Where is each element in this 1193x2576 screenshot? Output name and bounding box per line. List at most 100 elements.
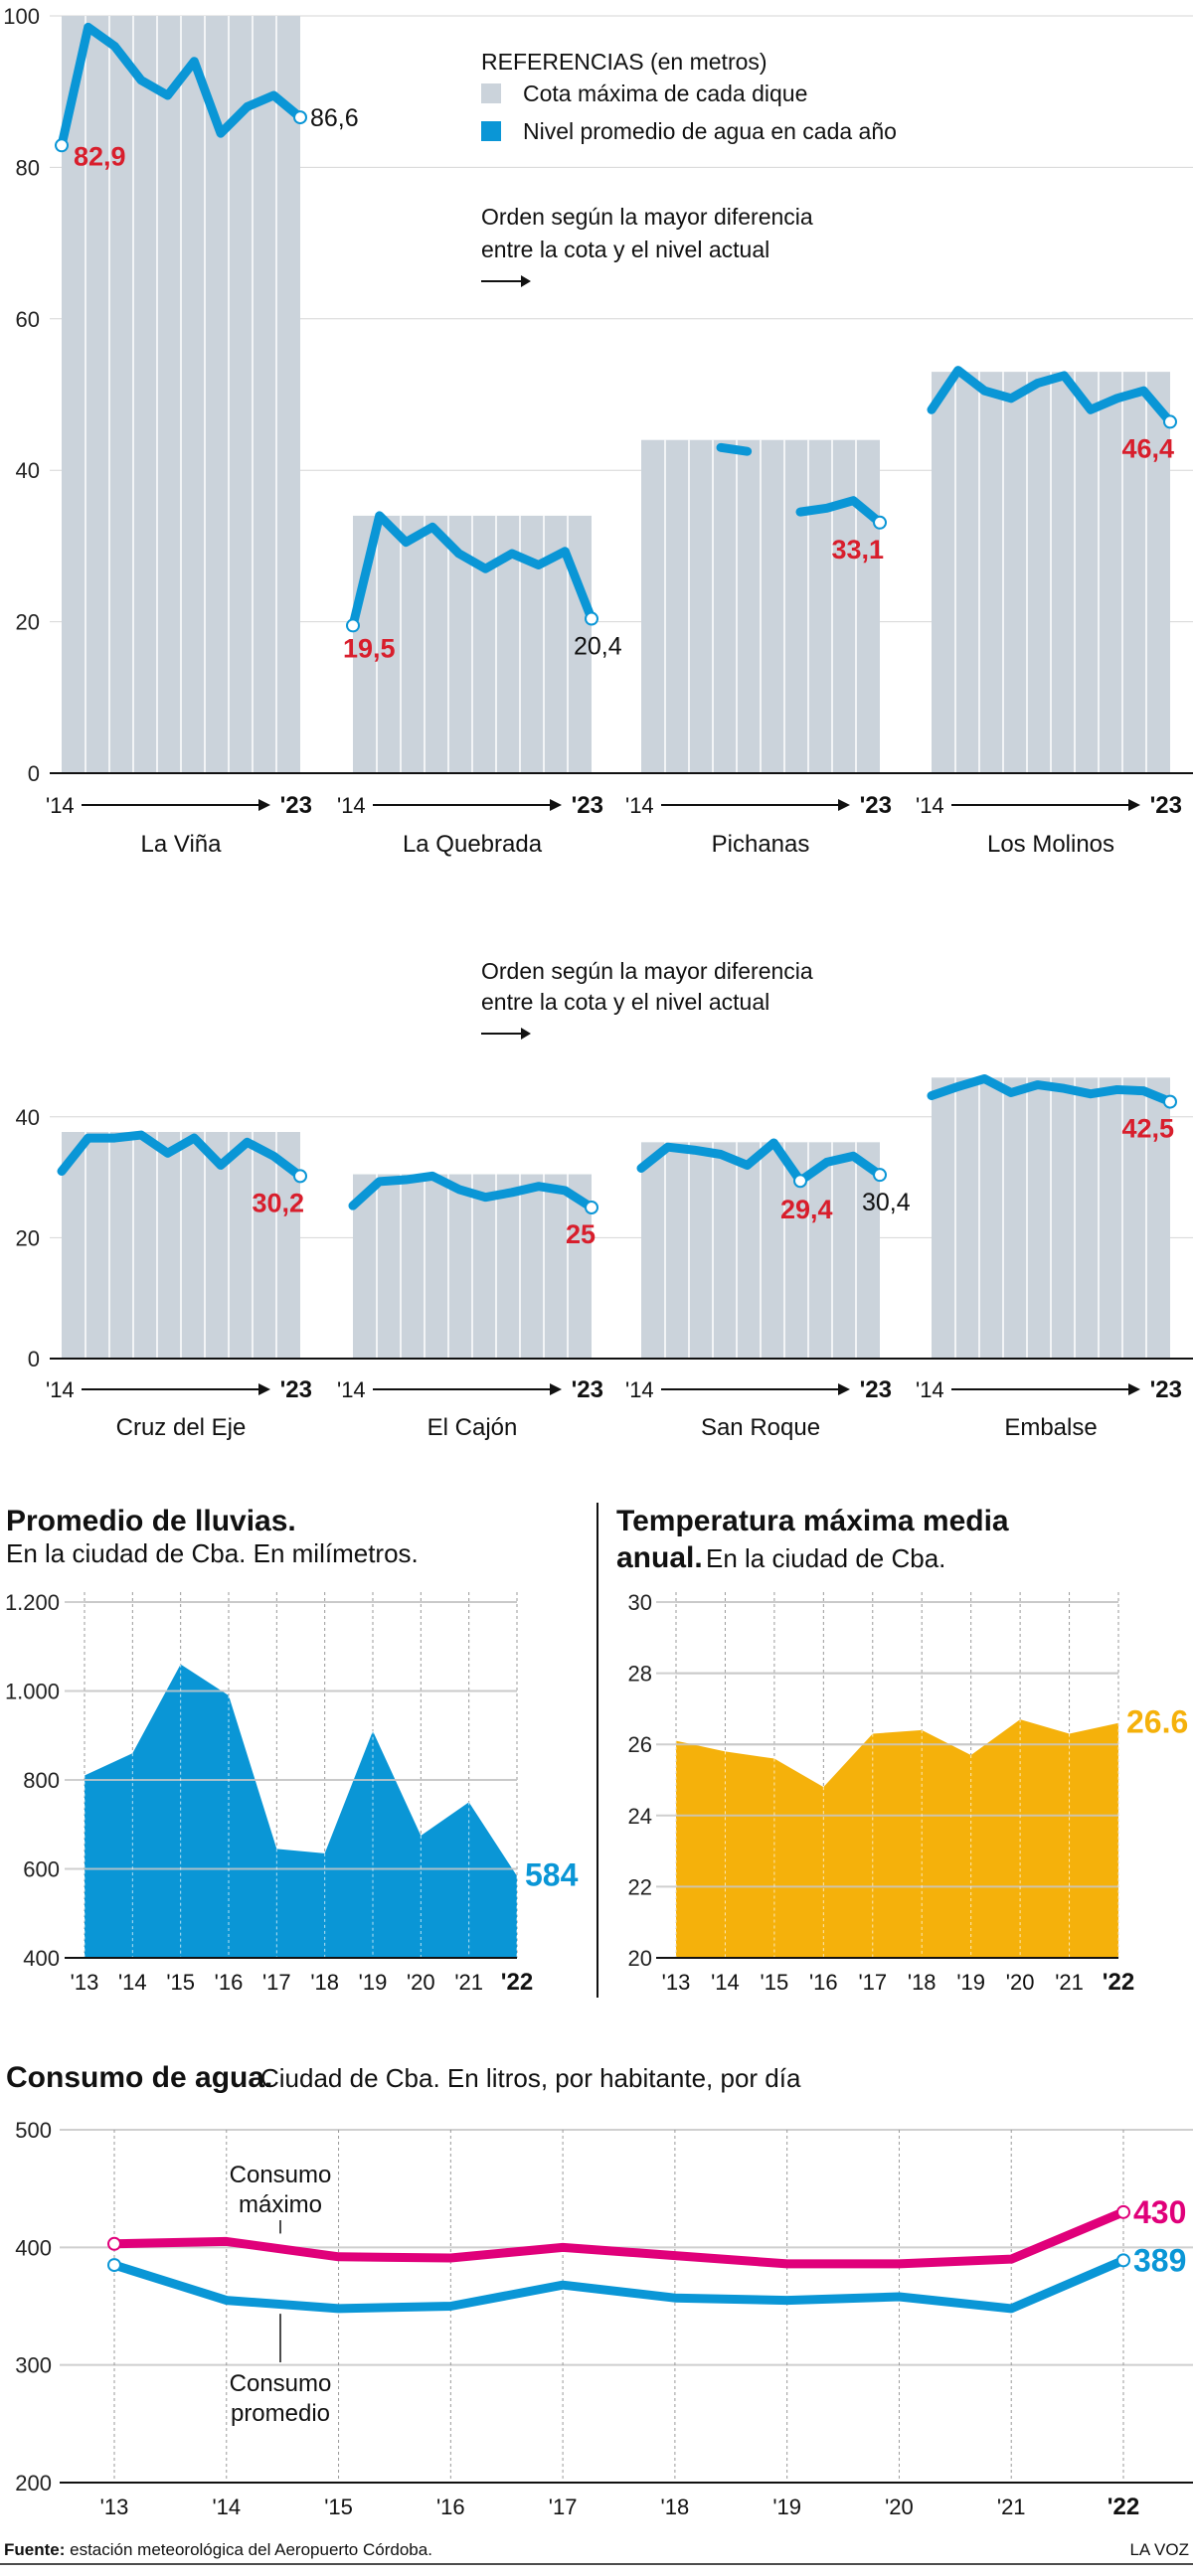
water-level-line <box>716 442 753 456</box>
x-tick-label: '21 <box>454 1970 483 1995</box>
last-value-label: 584 <box>525 1857 579 1893</box>
year-start-label: '14 <box>625 793 654 818</box>
end-point-marker <box>1116 2253 1130 2268</box>
end-point-marker <box>1116 2204 1130 2219</box>
x-tick-label: '15 <box>324 2495 353 2519</box>
y-tick-label: 20 <box>16 610 40 635</box>
dam-name-label: El Cajón <box>427 1414 518 1441</box>
dam-embalse: '14 '23 Embalse 42,5 <box>916 1073 1182 1441</box>
year-end-label: '23 <box>860 792 892 819</box>
year-end-label: '23 <box>1150 792 1182 819</box>
year-start-label: '14 <box>916 1377 944 1402</box>
legend-bar-swatch <box>481 83 501 103</box>
end-value-label: 33,1 <box>831 535 884 564</box>
dam-name-label: Cruz del Eje <box>116 1414 247 1441</box>
x-tick-label: '20 <box>885 2495 914 2519</box>
x-tick-label: '16 <box>436 2495 465 2519</box>
end-point-marker <box>1163 1094 1177 1109</box>
x-tick-label: '15 <box>761 1970 789 1995</box>
year-start-label: '14 <box>337 793 366 818</box>
series-name-line-1: Consumo <box>230 2162 332 2188</box>
axis-arrow-icon <box>838 1383 850 1395</box>
dam-panel-2: 0 20 40 '14 '23 Cruz del Eje 30,2 '14 '23 El Cajó… <box>16 1073 1193 1441</box>
water-level-line <box>57 1130 305 1181</box>
x-tick-label: '18 <box>310 1970 339 1995</box>
water-level-line <box>348 511 596 630</box>
water-level-line <box>927 1073 1175 1107</box>
footer-source: Fuente: estación meteorológica del Aerop… <box>4 2540 432 2559</box>
dam-pichanas: '14 '23 Pichanas 33,1 <box>625 439 892 858</box>
order-note-line-2: entre la cota y el nivel actual <box>481 237 769 262</box>
dam-cruz-del-eje: '14 '23 Cruz del Eje 30,2 <box>46 1130 312 1441</box>
footer-source-text: estación meteorológica del Aeropuerto Có… <box>70 2540 432 2559</box>
y-tick-label: 40 <box>16 458 40 483</box>
axis-arrow-icon <box>1128 1383 1140 1395</box>
y-tick-label: 80 <box>16 155 40 180</box>
x-tick-label: '13 <box>662 1970 691 1995</box>
x-tick-label: '17 <box>858 1970 887 1995</box>
year-end-label: '23 <box>280 792 312 819</box>
series-consumo-maximo: 430 Consumo máximo <box>107 2162 1186 2269</box>
year-end-label: '23 <box>280 1376 312 1403</box>
end-point-marker <box>585 611 598 626</box>
order-note-line-1: Orden según la mayor diferencia <box>481 204 813 230</box>
y-tick-label: 26 <box>628 1732 652 1757</box>
temperatura-title: Temperatura máxima media <box>616 1505 1009 1537</box>
x-tick-label: '17 <box>549 2495 578 2519</box>
end-point-marker <box>1163 414 1177 429</box>
water-level-line <box>348 1171 596 1212</box>
end-value-label: 389 <box>1133 2242 1186 2278</box>
order-arrow-icon <box>481 275 531 287</box>
year-start-label: '14 <box>916 793 944 818</box>
axis-arrow-icon <box>838 799 850 811</box>
axis-arrow-icon <box>258 1383 270 1395</box>
x-tick-label: '16 <box>215 1970 244 1995</box>
end-point-marker <box>873 1168 887 1183</box>
end-value-label: 86,6 <box>310 104 359 132</box>
series-consumo-promedio: 389 Consumo promedio <box>107 2242 1186 2427</box>
water-level-line <box>57 22 305 150</box>
series-line <box>109 2255 1128 2314</box>
end-point-marker <box>873 515 887 530</box>
dam-panel-1: 0 20 40 60 80 100 '14 '23 La Viña 82,9 86,6 '14 '23 L… <box>3 4 1193 858</box>
year-end-label: '23 <box>860 1376 892 1403</box>
consumo-chart: 200 300 400 500 '13 '14 '15 '16 '17 '18 '19 '20 '21 '… <box>15 2118 1193 2520</box>
footer-source-label: Fuente: <box>4 2540 65 2559</box>
axis-arrow-icon <box>258 799 270 811</box>
x-tick-label: '17 <box>262 1970 291 1995</box>
series-line <box>109 2207 1128 2269</box>
consumo-subtitle: Ciudad de Cba. En litros, por habitante,… <box>260 2063 801 2093</box>
dam-san-roque: '14 '23 San Roque 30,4 29,4 <box>625 1138 911 1441</box>
dam-la-quebrada: '14 '23 La Quebrada 19,5 20,4 <box>337 511 622 858</box>
x-tick-label: '18 <box>661 2495 690 2519</box>
axis-arrow-icon <box>1128 799 1140 811</box>
area-fill <box>85 1664 517 1958</box>
x-tick-label: '22 <box>501 1969 533 1996</box>
dam-name-label: La Viña <box>141 831 223 858</box>
y-tick-label: 200 <box>15 2471 52 2496</box>
water-level-line <box>795 496 885 528</box>
order-note-2-line-2: entre la cota y el nivel actual <box>481 989 769 1015</box>
legend-line-swatch <box>481 121 501 141</box>
start-point-marker <box>107 2258 121 2273</box>
y-tick-label: 60 <box>16 307 40 332</box>
year-end-label: '23 <box>572 792 603 819</box>
x-tick-label: '22 <box>1103 1969 1134 1996</box>
axis-arrow-icon <box>550 799 562 811</box>
x-tick-label: '19 <box>956 1970 985 1995</box>
y-tick-label: 400 <box>23 1946 60 1971</box>
y-tick-label: 40 <box>16 1105 40 1130</box>
series-name-line-2: máximo <box>239 2191 322 2218</box>
year-start-label: '14 <box>625 1377 654 1402</box>
year-end-label: '23 <box>572 1376 603 1403</box>
dam-name-label: San Roque <box>701 1414 820 1441</box>
year-end-label: '23 <box>1150 1376 1182 1403</box>
order-note-2: Orden según la mayor diferencia entre la… <box>481 958 813 1040</box>
legend-bar-label: Cota máxima de cada dique <box>523 80 807 106</box>
y-tick-label: 1.000 <box>5 1680 60 1704</box>
y-tick-label: 30 <box>628 1590 652 1615</box>
dam-los-molinos: '14 '23 Los Molinos 46,4 <box>916 366 1182 858</box>
dam-la-vina: '14 '23 La Viña 82,9 86,6 <box>46 16 359 858</box>
series-name-line-2: promedio <box>231 2400 330 2427</box>
x-tick-label: '13 <box>71 1970 99 1995</box>
